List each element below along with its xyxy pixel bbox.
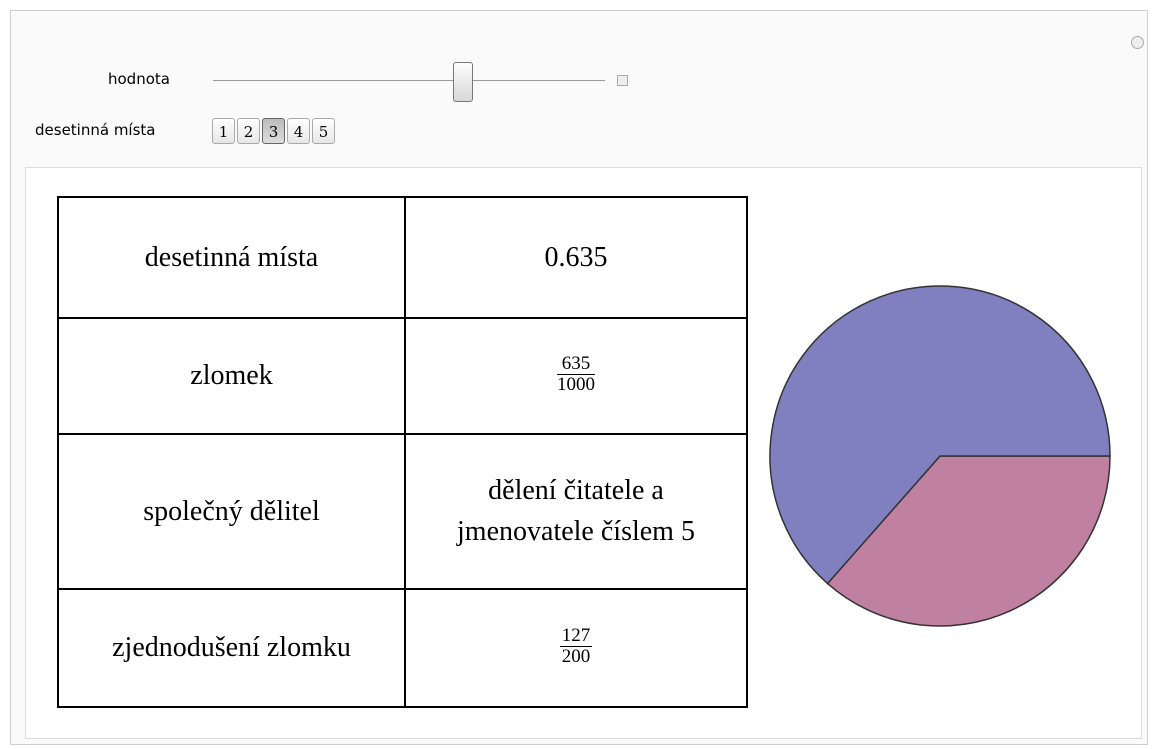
slider-thumb[interactable] <box>452 62 473 102</box>
slider-expand[interactable] <box>617 75 628 86</box>
cell: dělení čitatele a jmenovatele číslem 5 <box>404 433 748 590</box>
setter-button[interactable]: 2 <box>237 118 260 144</box>
pie-slice <box>826 455 1111 627</box>
numerator: 127 <box>559 624 593 648</box>
denominator: 200 <box>561 646 591 668</box>
cell: zjednodušení zlomku <box>57 588 406 708</box>
cell: společný dělitel <box>57 433 406 590</box>
setter-button[interactable]: 4 <box>287 118 310 144</box>
cell: zlomek <box>57 317 406 435</box>
numerator: 635 <box>557 353 595 376</box>
result-table: desetinná místa 0.635 zlomek 635 1000 spol… <box>57 196 748 708</box>
cell: desetinná místa <box>57 196 406 319</box>
cell: 635 1000 <box>404 317 748 435</box>
cell-text: dělení čitatele a jmenovatele číslem 5 <box>457 474 695 547</box>
setter-button[interactable]: 1 <box>212 118 235 144</box>
slider-track[interactable] <box>213 80 605 81</box>
setter-button[interactable]: 5 <box>312 118 335 144</box>
setter-label: desetinná místa <box>35 121 156 139</box>
options-button[interactable] <box>1131 36 1144 49</box>
setter-button[interactable]: 3 <box>262 118 285 144</box>
pie-chart <box>769 285 1111 627</box>
cell: 127 200 <box>404 588 748 708</box>
pie-slice <box>769 285 1111 585</box>
fraction: 127 200 <box>559 624 593 669</box>
slider-label: hodnota <box>108 70 170 88</box>
denominator: 1000 <box>557 374 595 396</box>
cell: 0.635 <box>404 196 748 319</box>
fraction: 635 1000 <box>557 353 595 397</box>
